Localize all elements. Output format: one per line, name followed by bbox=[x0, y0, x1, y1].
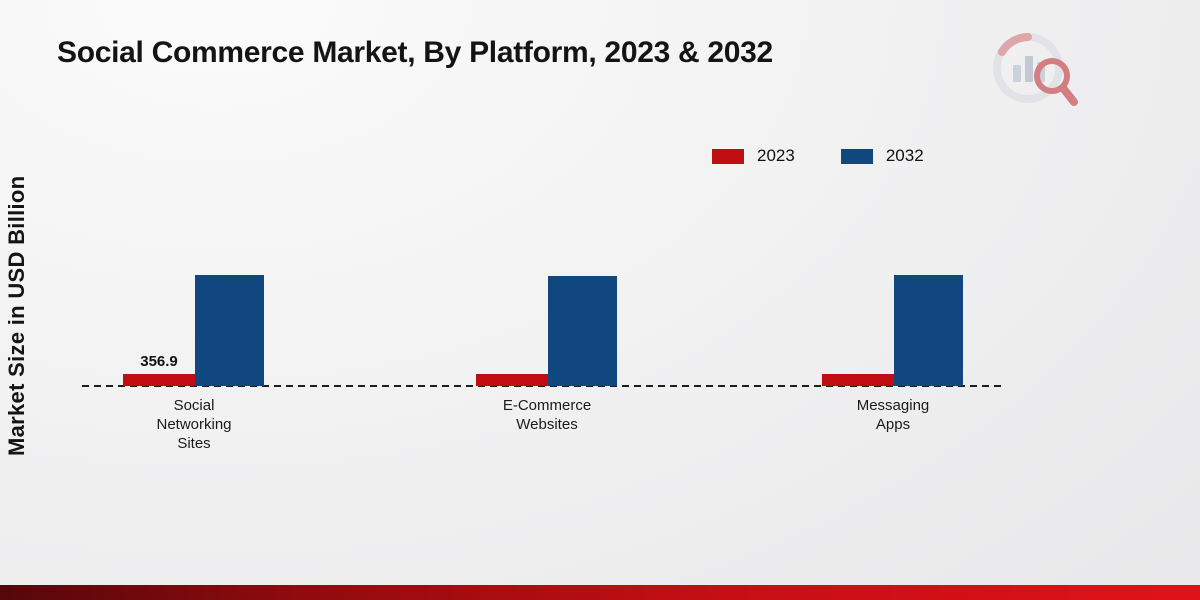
legend: 2023 2032 bbox=[712, 146, 924, 166]
legend-label-2023: 2023 bbox=[757, 146, 795, 165]
x-axis-baseline bbox=[82, 385, 1005, 387]
bar-group-2: E-Commerce Websites bbox=[476, 276, 617, 433]
footer-accent-bar bbox=[0, 585, 1200, 600]
bar-2023-series-cat-2 bbox=[476, 374, 548, 386]
legend-item-2032: 2032 bbox=[840, 146, 924, 166]
bar-2032-series-cat-1 bbox=[195, 275, 264, 386]
chart-title: Social Commerce Market, By Platform, 202… bbox=[57, 36, 773, 69]
bar-2023-series-cat-3 bbox=[822, 374, 894, 386]
bar-2032-series-cat-3 bbox=[894, 275, 963, 386]
category-label-2: E-Commerce Websites bbox=[502, 397, 592, 434]
y-axis-label: Market Size in USD Billion bbox=[4, 175, 29, 457]
bar-2023-series-cat-1 bbox=[123, 374, 195, 386]
category-label-3: Messaging Apps bbox=[856, 397, 930, 434]
bar-group-3: Messaging Apps bbox=[822, 275, 963, 433]
bar-value-label: 356.9 bbox=[140, 353, 178, 370]
legend-label-2032: 2032 bbox=[885, 146, 924, 165]
bar-chart-plot-area: 356.9 Social Networking Sites E-Commerce W… bbox=[82, 150, 1005, 452]
category-label-1: Social Networking Sites bbox=[156, 397, 232, 453]
bar-2032-series-cat-2 bbox=[548, 276, 617, 386]
legend-swatch-2023 bbox=[712, 148, 744, 164]
legend-item-2023: 2023 bbox=[712, 146, 795, 166]
legend-swatch-2032 bbox=[840, 148, 873, 164]
bar-group-1: 356.9 Social Networking Sites bbox=[123, 275, 264, 452]
bar-chart-magnifier-logo-icon bbox=[993, 33, 1078, 106]
